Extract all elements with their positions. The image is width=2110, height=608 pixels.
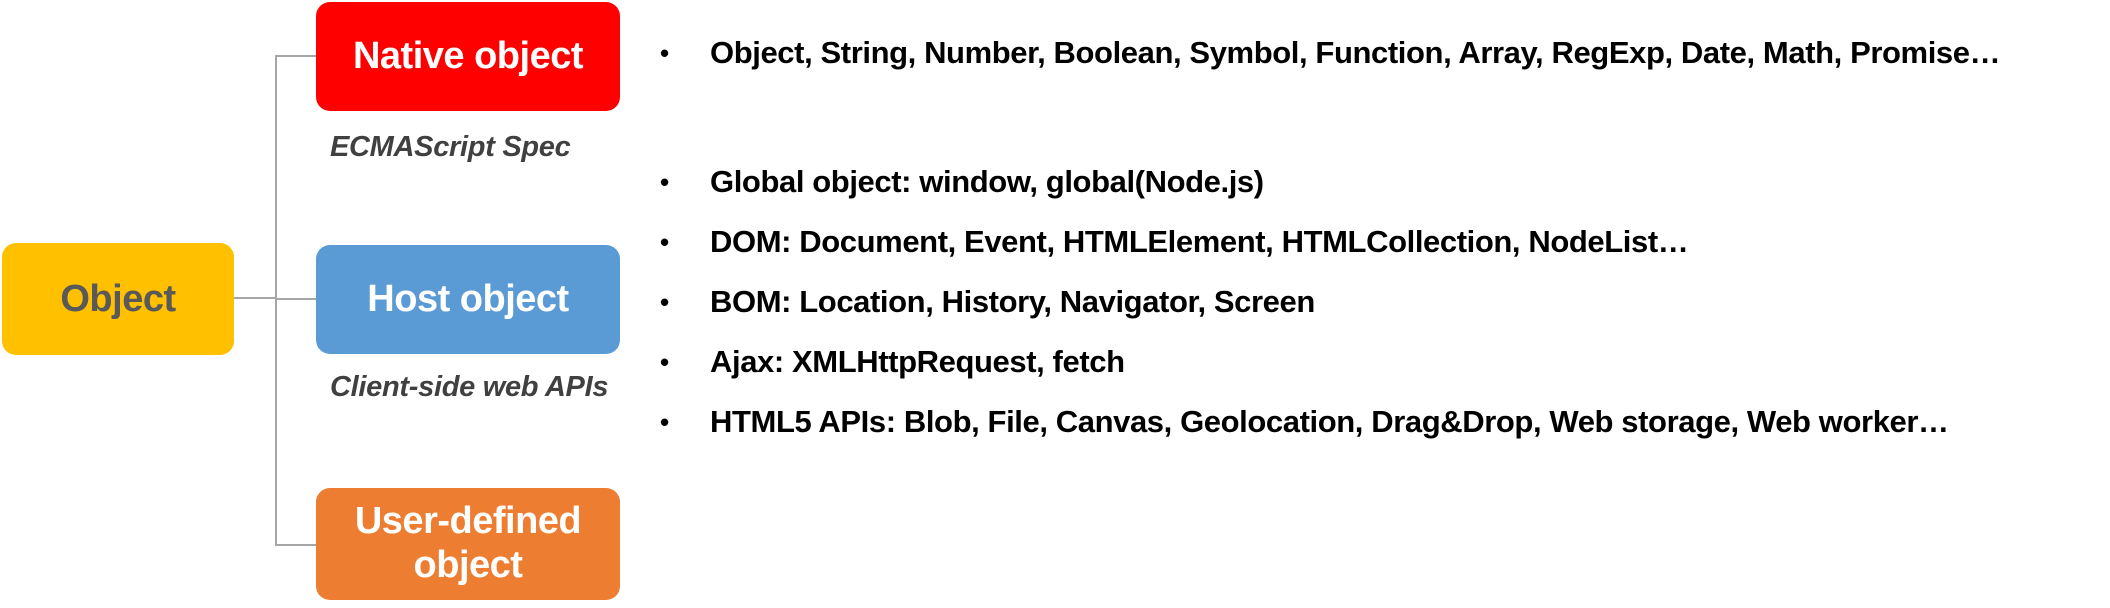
list-item: • Global object: window, global(Node.js) <box>660 164 1264 200</box>
user-defined-object-label-line1: User-defined <box>354 500 582 543</box>
connector-host-horizontal <box>275 298 316 300</box>
bullet-icon: • <box>660 286 669 317</box>
list-item: • HTML5 APIs: Blob, File, Canvas, Geoloc… <box>660 404 1949 440</box>
list-item-text: Object, String, Number, Boolean, Symbol,… <box>710 35 2001 70</box>
connector-user-horizontal <box>275 544 316 546</box>
host-object-node: Host object <box>316 245 620 354</box>
native-object-node: Native object <box>316 2 620 111</box>
connector-native-horizontal <box>275 55 316 57</box>
native-object-caption: ECMAScript Spec <box>330 131 571 163</box>
list-item: • Ajax: XMLHttpRequest, fetch <box>660 344 1125 380</box>
bullet-icon: • <box>660 37 669 68</box>
host-object-label: Host object <box>367 278 569 320</box>
bullet-icon: • <box>660 346 669 377</box>
bullet-icon: • <box>660 226 669 257</box>
user-defined-object-node: User-defined object <box>316 488 620 600</box>
list-item: • BOM: Location, History, Navigator, Scr… <box>660 284 1315 320</box>
native-object-label: Native object <box>352 35 584 77</box>
connector-root-horizontal <box>234 297 276 299</box>
object-root-node: Object <box>2 243 234 355</box>
bullet-icon: • <box>660 166 669 197</box>
list-item-text: HTML5 APIs: Blob, File, Canvas, Geolocat… <box>710 404 1949 439</box>
object-root-label: Object <box>60 277 176 320</box>
list-item-text: BOM: Location, History, Navigator, Scree… <box>710 284 1315 319</box>
list-item-text: Ajax: XMLHttpRequest, fetch <box>710 344 1125 379</box>
host-object-caption: Client-side web APIs <box>330 371 609 403</box>
user-defined-object-label-line2: object <box>413 544 523 586</box>
list-item: • DOM: Document, Event, HTMLElement, HTM… <box>660 224 1689 260</box>
list-item-text: DOM: Document, Event, HTMLElement, HTMLC… <box>710 224 1689 259</box>
bullet-icon: • <box>660 406 669 437</box>
list-item: • Object, String, Number, Boolean, Symbo… <box>660 35 2001 71</box>
list-item-text: Global object: window, global(Node.js) <box>710 164 1264 199</box>
connector-vertical-trunk <box>275 55 277 545</box>
